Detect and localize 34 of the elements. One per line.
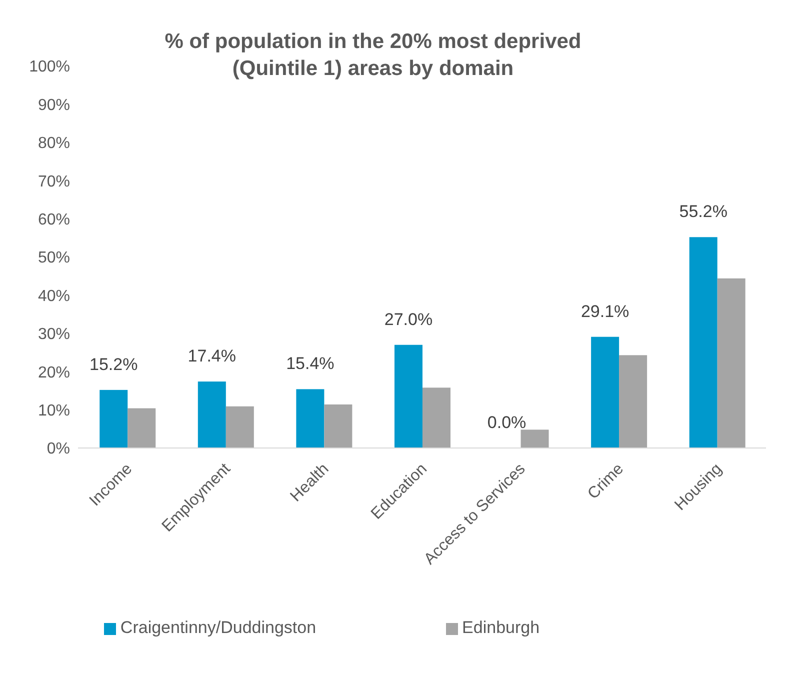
y-tick-label: 40% <box>38 288 70 305</box>
bar <box>591 336 620 448</box>
bar <box>422 388 450 448</box>
bar <box>226 406 254 448</box>
chart-title: % of population in the 20% most deprived (Quintile 1) areas by domain <box>164 29 582 82</box>
y-tick-label: 90% <box>38 96 70 114</box>
bar <box>324 404 352 448</box>
y-tick-label: 50% <box>38 250 70 267</box>
y-tick-label: 20% <box>38 364 70 382</box>
legend-label: Craigentinny/Duddingston <box>120 618 316 637</box>
bar <box>717 278 746 448</box>
y-tick-label: 60% <box>38 211 70 228</box>
data-label: 27.0% <box>384 310 433 329</box>
bar <box>296 389 324 448</box>
data-label: 15.4% <box>286 354 334 374</box>
y-tick-label: 10% <box>38 402 70 420</box>
data-label: 17.4% <box>188 346 236 366</box>
bar <box>394 344 422 448</box>
bar <box>100 390 128 448</box>
y-tick-label: 0% <box>46 440 70 458</box>
legend-label: Edinburgh <box>462 618 540 637</box>
data-label: 29.1% <box>580 302 630 321</box>
bar <box>689 237 718 448</box>
data-label: 0.0% <box>487 413 526 432</box>
y-tick-label: 80% <box>38 135 70 152</box>
data-label: 55.2% <box>679 202 728 222</box>
y-tick-label: 30% <box>38 326 70 344</box>
bar <box>128 408 156 448</box>
y-tick-label: 70% <box>38 173 70 190</box>
bar <box>619 355 648 448</box>
data-label: 15.2% <box>90 354 138 374</box>
bar <box>520 430 549 448</box>
bar <box>198 382 226 448</box>
y-tick-label: 100% <box>29 58 70 76</box>
